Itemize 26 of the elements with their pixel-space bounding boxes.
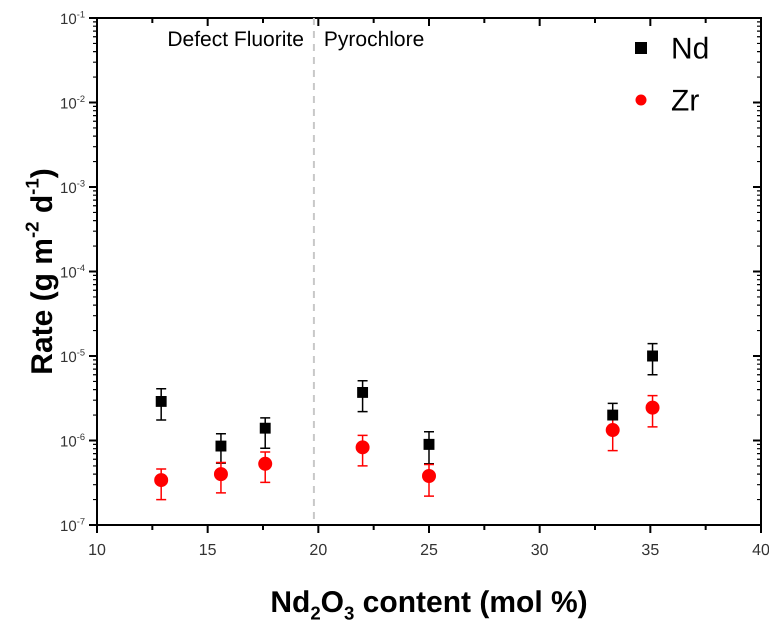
annotation: Defect Fluorite bbox=[167, 28, 304, 51]
x-tick-label: 25 bbox=[420, 542, 438, 559]
point bbox=[260, 422, 271, 434]
x-tick-label: 40 bbox=[752, 542, 769, 559]
x-tick-label: 15 bbox=[198, 542, 217, 559]
point bbox=[606, 423, 620, 438]
point bbox=[424, 438, 434, 450]
point bbox=[647, 350, 658, 362]
point bbox=[215, 440, 226, 452]
legend-label: Zr bbox=[671, 84, 700, 118]
point bbox=[356, 440, 370, 454]
x-tick-label: 30 bbox=[530, 542, 549, 559]
point bbox=[154, 473, 168, 488]
point bbox=[422, 469, 436, 484]
legend-label: Nd bbox=[671, 32, 710, 66]
x-tick-label: 10 bbox=[88, 542, 106, 559]
x-tick-label: 20 bbox=[309, 542, 328, 559]
annotation: Pyrochlore bbox=[324, 28, 424, 51]
point bbox=[357, 387, 368, 398]
x-tick-label: 35 bbox=[641, 542, 660, 559]
point bbox=[607, 410, 618, 421]
y-axis-title: Rate (g m-2 d-1) bbox=[22, 168, 59, 375]
point bbox=[214, 467, 228, 482]
point bbox=[646, 400, 660, 415]
point bbox=[258, 456, 272, 471]
point bbox=[156, 396, 167, 407]
